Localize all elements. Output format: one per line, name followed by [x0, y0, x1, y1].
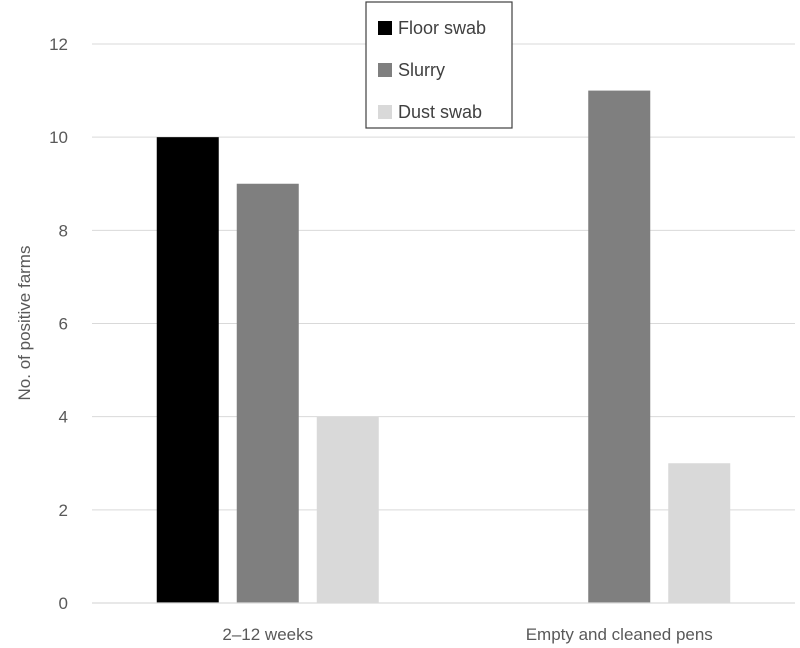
y-tick-label: 10 [49, 128, 68, 147]
x-axis-categories: 2–12 weeks Empty and cleaned pens [222, 625, 712, 644]
y-tick-label: 0 [59, 594, 68, 613]
bar-slurry-0 [236, 183, 299, 603]
bar-floor-swab-0 [156, 137, 219, 603]
bars [156, 90, 731, 604]
legend-swatch [378, 21, 392, 35]
x-category-label: Empty and cleaned pens [526, 625, 713, 644]
bar-dust-swab-1 [668, 463, 731, 603]
legend-label: Dust swab [398, 102, 482, 122]
y-tick-label: 12 [49, 35, 68, 54]
y-axis-ticks: 0 2 4 6 8 10 12 [49, 35, 68, 613]
x-category-label: 2–12 weeks [222, 625, 313, 644]
legend-label: Slurry [398, 60, 445, 80]
legend-swatch [378, 63, 392, 77]
y-axis-label: No. of positive farms [15, 246, 34, 401]
y-tick-label: 2 [59, 501, 68, 520]
y-tick-label: 6 [59, 315, 68, 334]
legend-swatch [378, 105, 392, 119]
bar-dust-swab-0 [316, 416, 379, 603]
bar-slurry-1 [588, 90, 651, 604]
y-tick-label: 8 [59, 221, 68, 240]
legend: Floor swab Slurry Dust swab [365, 1, 513, 129]
legend-label: Floor swab [398, 18, 486, 38]
y-tick-label: 4 [59, 408, 68, 427]
